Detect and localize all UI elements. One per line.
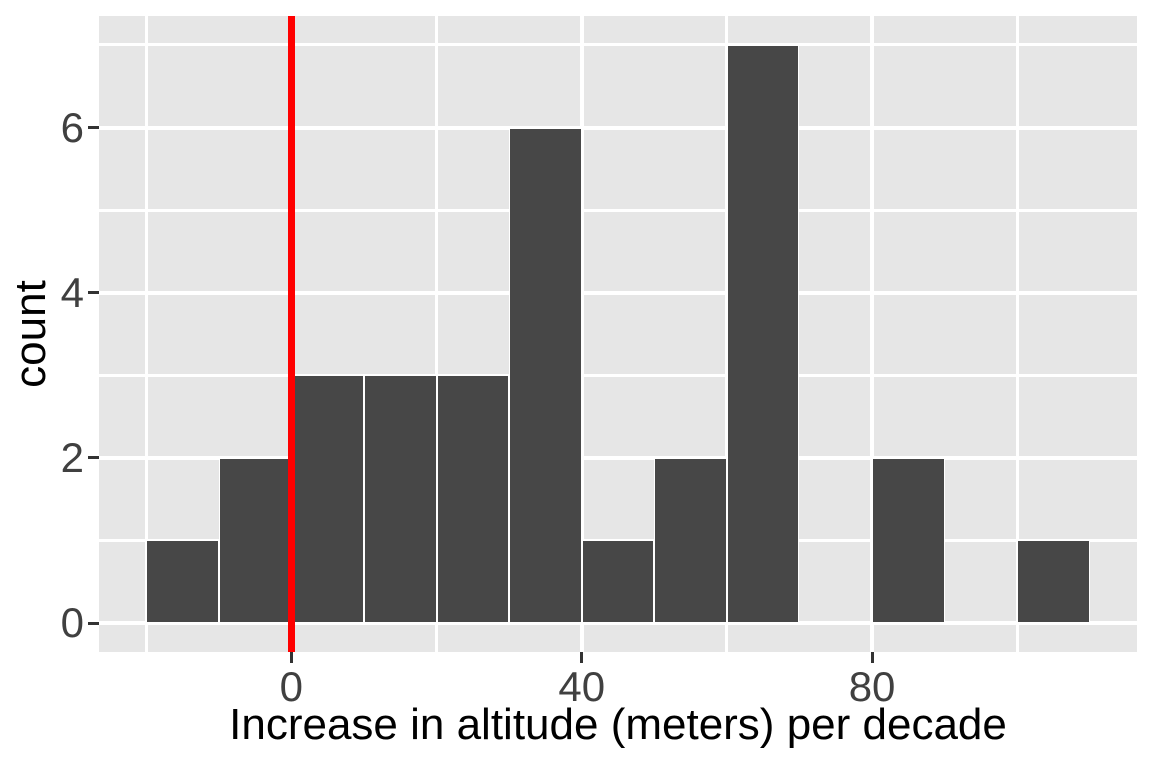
gridline-minor-horizontal <box>99 208 1137 212</box>
x-tick-label: 80 <box>848 663 896 710</box>
gridline-minor-vertical <box>144 16 148 652</box>
gridline-major-vertical <box>870 16 875 652</box>
gridline-major-vertical <box>579 16 584 652</box>
gridline-minor-vertical <box>435 16 439 652</box>
gridline-minor-horizontal <box>99 43 1137 47</box>
y-tick-mark <box>88 456 99 460</box>
histogram-bar <box>291 375 364 624</box>
histogram-bar <box>1017 540 1090 624</box>
gridline-major-horizontal <box>99 290 1137 295</box>
histogram-bar <box>218 457 292 624</box>
plot-panel <box>99 16 1137 652</box>
y-tick-label: 2 <box>60 433 84 481</box>
y-tick-mark <box>88 126 99 129</box>
histogram-bar <box>436 375 510 624</box>
x-tick-mark <box>580 652 584 663</box>
histogram-bar <box>872 457 945 624</box>
histogram-bar <box>363 375 437 624</box>
y-axis-title: count <box>5 280 55 388</box>
y-tick-label: 0 <box>60 599 84 647</box>
x-tick-label: 0 <box>279 663 304 710</box>
y-tick-label: 6 <box>60 103 84 151</box>
y-tick-label: 4 <box>60 268 84 316</box>
y-tick-mark <box>88 621 99 625</box>
x-axis-title: Increase in altitude (meters) per decade <box>229 700 1007 749</box>
x-tick-mark <box>289 652 293 663</box>
x-tick-label: 40 <box>558 663 606 710</box>
gridline-major-horizontal <box>99 455 1137 460</box>
histogram-bar <box>654 457 727 624</box>
gridline-major-horizontal <box>99 621 1137 626</box>
zero-reference-line <box>287 16 295 652</box>
histogram-bar <box>509 127 582 624</box>
histogram-bar <box>146 540 219 624</box>
histogram-bar <box>581 540 655 624</box>
gridline-minor-vertical <box>1015 16 1019 652</box>
gridline-major-horizontal <box>99 125 1137 130</box>
x-tick-mark <box>870 652 874 663</box>
histogram-bar <box>726 44 800 624</box>
gridline-minor-horizontal <box>99 373 1137 377</box>
y-tick-mark <box>88 291 99 295</box>
